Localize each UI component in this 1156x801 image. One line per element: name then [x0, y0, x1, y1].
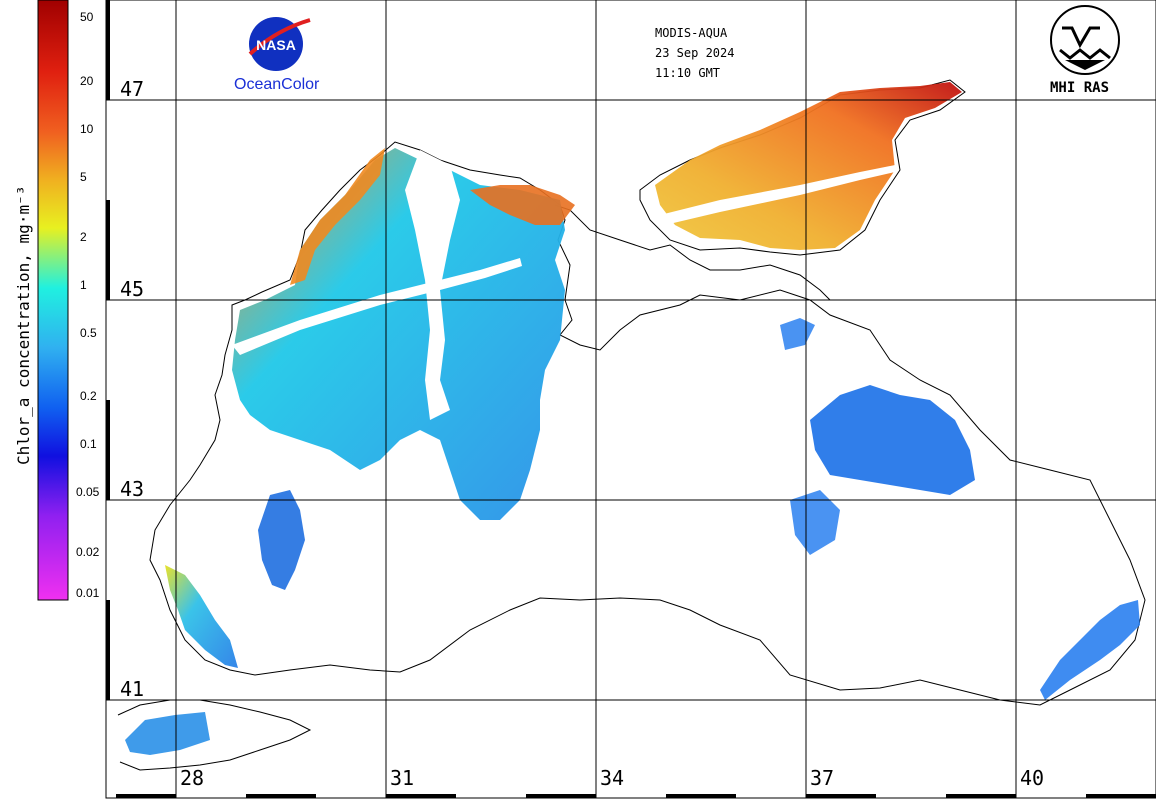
nw-coastal-strip [290, 148, 385, 285]
lon-label-34: 34 [598, 766, 627, 790]
chlorophyll-patches [125, 82, 1140, 755]
colorbar-title: Chlor_a concentration, mg·m⁻³ [14, 185, 33, 465]
mhi-ras-label: MHI RAS [1050, 80, 1110, 96]
lat-label-43: 43 [118, 477, 147, 501]
lon-label-28: 28 [178, 766, 207, 790]
colorbar-tick-0.05: 0.05 [76, 485, 100, 499]
lat-label-47: 47 [118, 77, 147, 101]
lat-label-45: 45 [118, 277, 147, 301]
nasa-logo: NASA [248, 17, 311, 71]
cloud-gap-vertical [405, 150, 460, 420]
colorbar [37, 0, 69, 601]
mhi-logo [1050, 5, 1120, 75]
colorbar-tick-0.02: 0.02 [76, 545, 100, 559]
cloud-gap-nw [232, 258, 522, 355]
east-patches [810, 385, 975, 495]
dnieper-strip [470, 185, 575, 225]
lat-label-41: 41 [118, 677, 147, 701]
colorbar-tick-1: 1 [80, 278, 87, 292]
colorbar-tick-0.2: 0.2 [80, 389, 97, 403]
colorbar-tick-20: 20 [80, 74, 94, 88]
colorbar-tick-50: 50 [80, 10, 94, 24]
lon-label-37: 37 [808, 766, 837, 790]
scale-ticks [106, 0, 1156, 798]
colorbar-tick-5: 5 [80, 170, 87, 184]
colorbar-tick-0.5: 0.5 [80, 326, 97, 340]
marmara-patch [125, 712, 210, 755]
graticule [106, 0, 1156, 798]
central-west-blob [258, 490, 305, 590]
colorbar-tick-0.1: 0.1 [80, 437, 97, 451]
cloud-gap-azov [660, 165, 895, 225]
nasa-logo-text: NASA [256, 37, 296, 53]
lon-label-31: 31 [388, 766, 417, 790]
colorbar-tick-0.01: 0.01 [76, 586, 100, 600]
colorbar-tick-2: 2 [80, 230, 87, 244]
sensor-label: MODIS-AQUA [655, 26, 728, 40]
southeast-patch [1040, 600, 1140, 700]
bosporus-patch [165, 565, 238, 668]
date-label: 23 Sep 2024 [655, 46, 735, 60]
east-patches-2 [790, 490, 840, 555]
time-label: 11:10 GMT [655, 66, 721, 80]
colorbar-tick-10: 10 [80, 122, 94, 136]
lon-label-40: 40 [1018, 766, 1047, 790]
coastline [149, 141, 1146, 706]
oceancolor-label: OceanColor [234, 76, 320, 93]
crimea-coastline [554, 204, 831, 301]
